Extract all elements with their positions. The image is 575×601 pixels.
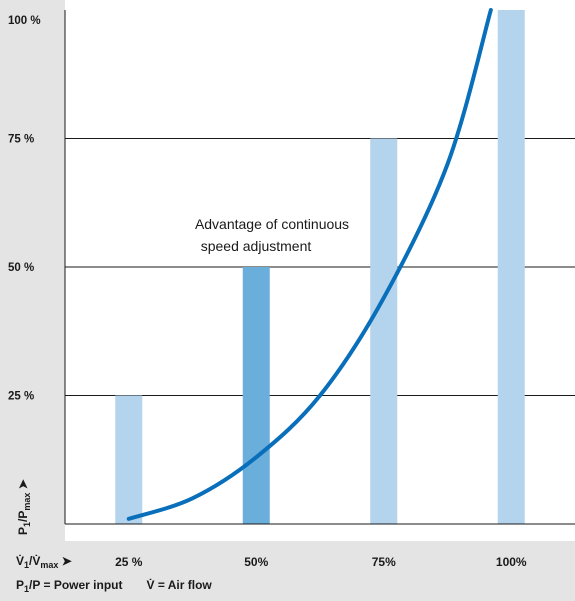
left-axis-band bbox=[0, 0, 65, 601]
y-tick-label-3: 100 % bbox=[8, 15, 41, 27]
x-tick-label-0: 25 % bbox=[115, 555, 143, 569]
y-tick-label-2: 75 % bbox=[8, 134, 34, 146]
annotation-line-1: Advantage of continuous bbox=[195, 216, 349, 232]
x-tick-label-1: 50% bbox=[244, 555, 268, 569]
axis-layer bbox=[64, 10, 575, 525]
bar-2 bbox=[370, 138, 398, 524]
y-tick-label-1: 50 % bbox=[8, 262, 34, 274]
x-tick-label-3: 100% bbox=[496, 555, 527, 569]
curve-layer bbox=[126, 8, 493, 521]
x-tick-label-2: 75% bbox=[372, 555, 396, 569]
annotation-line-2: speed adjustment bbox=[201, 238, 312, 254]
y-axis-label: P1/Pmax ➤ bbox=[16, 479, 32, 535]
legend-note: P1/P = Power input V̇ = Air flow bbox=[16, 578, 212, 594]
power-curve bbox=[126, 8, 493, 521]
y-tick-label-0: 25 % bbox=[8, 391, 34, 403]
x-axis-label: V̇1/V̇max ➤ bbox=[16, 554, 72, 570]
tick-layer: 25 % 50 % 75 % 100 % 25 % 50% 75% 100% bbox=[8, 15, 527, 569]
annotation: Advantage of continuous speed adjustment bbox=[195, 216, 349, 254]
bar-3 bbox=[497, 10, 525, 524]
bar-layer bbox=[115, 10, 525, 524]
bar-0 bbox=[115, 395, 143, 524]
bottom-axis-band bbox=[0, 541, 575, 601]
bar-1 bbox=[242, 267, 270, 524]
